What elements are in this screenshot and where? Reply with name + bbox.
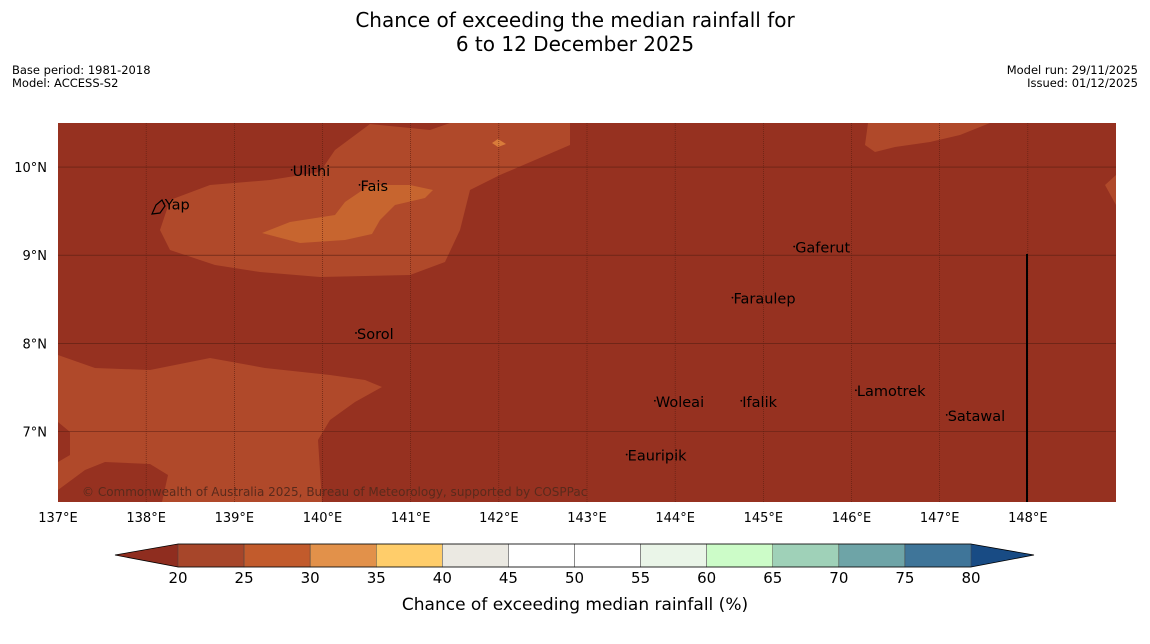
issued-text: Issued: 01/12/2025	[1027, 76, 1138, 90]
colorbar-segment	[376, 543, 443, 568]
colorbar-tick-label: 50	[565, 569, 584, 587]
yap-island-outline	[151, 199, 166, 215]
lon-tick-label: 141°E	[391, 511, 431, 526]
colorbar-segment	[177, 543, 245, 568]
chart-title: Chance of exceeding the median rainfall …	[0, 8, 1150, 56]
colorbar-tick-label: 55	[631, 569, 650, 587]
colorbar-tick-label: 60	[697, 569, 716, 587]
colorbar-tick-label: 30	[301, 569, 320, 587]
place-marker	[355, 332, 357, 334]
contour-region-20-25-south	[58, 422, 168, 502]
contour-region-25-30-east	[865, 123, 1116, 205]
lon-tick-label: 147°E	[920, 511, 960, 526]
place-labels: Yap Ulithi Fais Gaferut Faraulep Sorol Woleai I…	[162, 164, 1005, 465]
colorbar-tick-label: 80	[961, 569, 980, 587]
colorbar-tick-label: 35	[367, 569, 386, 587]
colorbar-ticks: 20 25 30 35 40 45 50 55 60 65 70 75 80	[168, 569, 980, 587]
place-label: Lamotrek	[857, 384, 926, 400]
colorbar-segment	[904, 543, 972, 568]
place-label: Satawal	[948, 409, 1005, 425]
colorbar-segment	[574, 543, 641, 568]
copyright-text: © Commonwealth of Australia 2025, Bureau…	[82, 485, 587, 499]
place-label: Yap	[164, 197, 190, 213]
colorbar-tick-label: 20	[168, 569, 187, 587]
place-label: Faraulep	[733, 292, 795, 308]
colorbar-segment	[309, 543, 377, 568]
meta-right: Model run: 29/11/2025 Issued: 01/12/2025	[1007, 64, 1138, 90]
lon-tick-label: 137°E	[38, 511, 78, 526]
colorbar-tick-label: 40	[433, 569, 452, 587]
lon-tick-label: 139°E	[215, 511, 255, 526]
title-line-1: Chance of exceeding the median rainfall …	[355, 8, 795, 32]
contour-region-30-35-north	[262, 185, 433, 243]
lon-tick-label: 142°E	[479, 511, 519, 526]
place-label: Ifalik	[742, 395, 777, 411]
place-label: Woleai	[656, 395, 704, 411]
place-label: Fais	[361, 179, 388, 195]
place-marker	[855, 389, 857, 392]
colorbar-tick-label: 70	[829, 569, 848, 587]
lon-tick-label: 146°E	[832, 511, 872, 526]
place-marker	[731, 296, 734, 299]
place-label: Sorol	[357, 327, 394, 343]
lon-tick-label: 144°E	[655, 511, 695, 526]
model-text: Model: ACCESS-S2	[12, 76, 119, 90]
model-run-text: Model run: 29/11/2025	[1006, 63, 1138, 77]
colorbar-segment	[442, 543, 509, 568]
colorbar-tick-label: 65	[763, 569, 782, 587]
lat-tick-label: 8°N	[23, 337, 48, 352]
colorbar-segment	[243, 543, 311, 568]
base-period-text: Base period: 1981-2018	[12, 63, 151, 77]
place-label: Ulithi	[293, 164, 331, 180]
lat-tick-label: 10°N	[14, 161, 47, 176]
colorbar-segment	[706, 543, 774, 568]
colorbar-tick-label: 25	[235, 569, 254, 587]
colorbar-segment	[772, 543, 840, 568]
colorbar-tick-label: 45	[499, 569, 518, 587]
place-marker	[625, 453, 628, 456]
title-line-2: 6 to 12 December 2025	[455, 32, 695, 56]
colorbar-segment	[508, 543, 575, 568]
place-marker	[358, 183, 361, 186]
lon-tick-label: 138°E	[126, 511, 166, 526]
place-marker	[290, 168, 293, 171]
lon-tick-label: 148°E	[1008, 511, 1048, 526]
lat-tick-label: 7°N	[23, 425, 48, 440]
contour-region-25-30-north	[58, 123, 570, 277]
place-marker	[793, 245, 796, 248]
colorbar-segments	[177, 543, 972, 568]
lat-tick-label: 9°N	[23, 249, 48, 264]
colorbar: 20 25 30 35 40 45 50 55 60 65 70 75 80 Chance of exc…	[114, 543, 1035, 615]
rainfall-map: © Commonwealth of Australia 2025, Bureau…	[58, 123, 1116, 502]
longitude-ticks: 137°E 138°E 139°E 140°E 141°E 142°E 143°E 144°E…	[38, 511, 1047, 526]
lon-tick-label: 145°E	[744, 511, 784, 526]
meta-left: Base period: 1981-2018 Model: ACCESS-S2	[12, 64, 151, 90]
colorbar-segment	[640, 543, 707, 568]
colorbar-over-arrow	[971, 544, 1034, 567]
colorbar-label: Chance of exceeding median rainfall (%)	[402, 595, 748, 615]
place-marker	[653, 399, 656, 402]
place-label: Eauripik	[628, 449, 687, 465]
colorbar-segment	[838, 543, 906, 568]
place-marker	[740, 399, 743, 402]
place-label: Gaferut	[795, 241, 850, 257]
colorbar-outline	[114, 543, 1035, 568]
colorbar-under-arrow	[115, 544, 178, 567]
gridlines	[58, 123, 1116, 502]
colorbar-tick-label: 75	[895, 569, 914, 587]
latitude-ticks: 10°N 9°N 8°N 7°N	[14, 161, 47, 440]
lon-tick-label: 143°E	[567, 511, 607, 526]
lon-tick-label: 140°E	[303, 511, 343, 526]
place-marker	[945, 414, 948, 416]
